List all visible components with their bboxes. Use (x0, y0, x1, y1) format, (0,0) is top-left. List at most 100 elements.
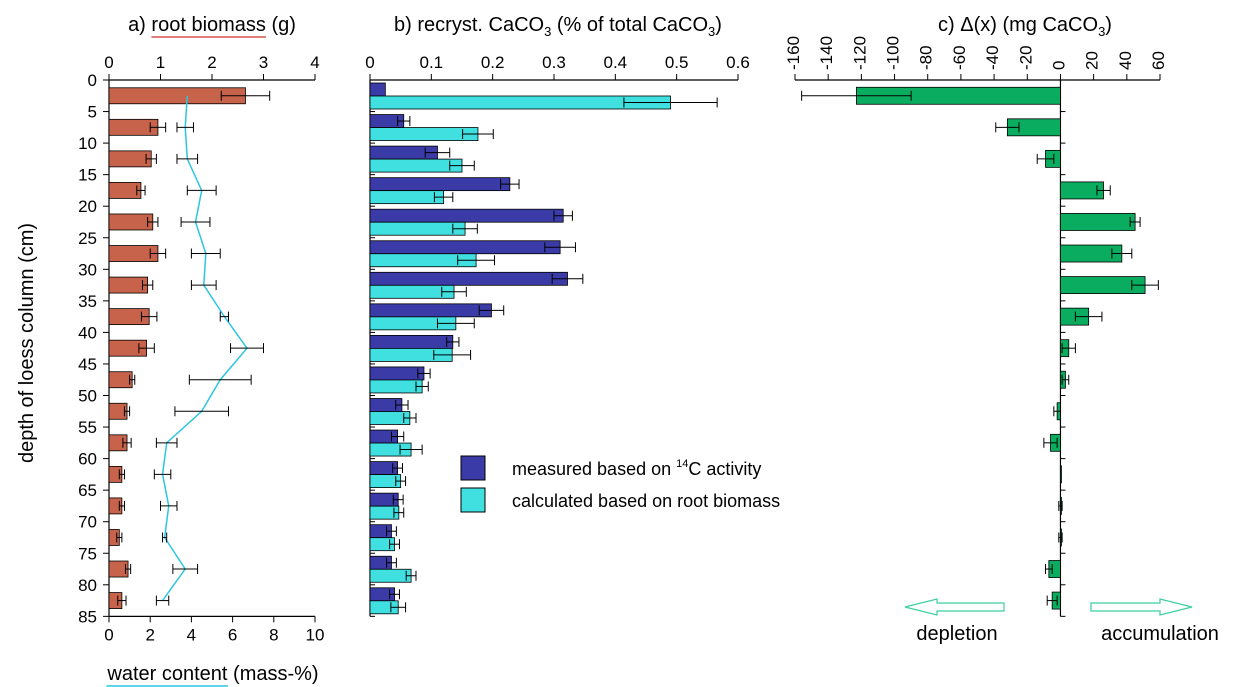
measured-bar (369, 271, 568, 286)
root-biomass-bar (108, 276, 149, 294)
depth-tick-label: 15 (78, 166, 97, 185)
accumulation-arrow-icon (1090, 598, 1193, 616)
panel-a-root-biomass: a) root biomass (g) water content (mass-… (16, 14, 319, 687)
measured-bar (369, 366, 425, 381)
legend-label-measured: measured based on 14C activity (512, 458, 761, 479)
panel-a-bottom-tick-label: 4 (187, 625, 196, 644)
panel-a-top-tick-label: 4 (310, 53, 319, 72)
depth-tick-label: 25 (78, 229, 97, 248)
panel-c-top-tick-label: 60 (1149, 51, 1168, 70)
depth-tick-label: 30 (78, 260, 97, 279)
panel-c-top-tick-label: -100 (884, 36, 903, 70)
legend-label-calculated: calculated based on root biomass (512, 491, 780, 511)
panel-b-top-tick-label: 0.2 (481, 53, 505, 72)
depth-tick-label: 70 (78, 513, 97, 532)
depth-tick-label: 75 (78, 544, 97, 563)
depth-tick-label: 55 (78, 418, 97, 437)
panel-a-title-prefix: a) (128, 14, 146, 36)
measured-bar (369, 334, 454, 349)
panel-b-title-part2: (% of total CaCO (551, 14, 708, 36)
panel-a-top-tick-label: 1 (156, 53, 165, 72)
root-biomass-bar (108, 371, 133, 389)
depth-tick-label: 40 (78, 323, 97, 342)
measured-bar (369, 177, 511, 192)
panel-c-title-part1: c) Δ(x) (mg CaCO (938, 14, 1098, 36)
panel-c-top-tick-label: -140 (817, 36, 836, 70)
panel-a-xlabel-unit: (mass-%) (233, 663, 319, 685)
measured-bar (369, 82, 386, 97)
panel-b-title-end: ) (715, 14, 722, 36)
panel-b-title-sub2: 3 (708, 24, 715, 39)
accumulation-label: accumulation (1101, 623, 1219, 645)
legend-swatch-measured (460, 455, 486, 481)
panel-c-top-tick-label: 20 (1083, 51, 1102, 70)
panel-a-top-tick-label: 2 (207, 53, 216, 72)
depth-tick-label: 60 (78, 450, 97, 469)
calculated-bar (369, 127, 479, 141)
panel-b-recryst-caco3: b) recryst. CaCO3 (% of total CaCO3) mea… (394, 14, 780, 513)
calculated-bar (369, 568, 412, 583)
panel-c-top-tick-label: -80 (917, 45, 936, 70)
panel-b-title: b) recryst. CaCO3 (% of total CaCO3) (394, 14, 722, 39)
panel-b-top-tick-label: 0 (365, 53, 374, 72)
panel-c-top-tick-label: -120 (850, 36, 869, 70)
panel-c-title: c) Δ(x) (mg CaCO3) (938, 14, 1112, 39)
panel-a-bottom-tick-label: 6 (228, 625, 237, 644)
panel-a-title-unit: (g) (271, 14, 295, 36)
calculated-bar (369, 221, 466, 236)
legend-measured-pre: measured based on (512, 459, 676, 479)
panel-c-top-tick-label: -160 (784, 36, 803, 70)
depth-tick-label: 35 (78, 292, 97, 311)
panel-b-top-tick-label: 0.3 (542, 53, 566, 72)
panel-a-bottom-axis-label: water content (mass-%) (106, 663, 318, 685)
panel-a-bottom-tick-label: 0 (104, 625, 113, 644)
depletion-arrow: depletion (904, 598, 1005, 645)
accumulation-arrow: accumulation (1090, 598, 1219, 645)
panel-c-title-sub: 3 (1098, 24, 1105, 39)
calculated-bar (369, 190, 444, 205)
legend-swatch-calculated (460, 487, 486, 513)
legend: measured based on 14C activity calculate… (460, 455, 780, 513)
depletion-arrow-icon (904, 598, 1005, 616)
panel-b-top-tick-label: 0.6 (726, 53, 750, 72)
delta-bar (1060, 213, 1136, 231)
calculated-bar (369, 379, 423, 394)
panel-b-top-tick-label: 0.4 (604, 53, 628, 72)
depth-tick-label: 50 (78, 387, 97, 406)
panel-a-xlabel-main: water content (106, 663, 228, 685)
y-axis-label: depth of loess column (cm) (16, 223, 38, 463)
panel-c-top-tick-label: 40 (1116, 51, 1135, 70)
panel-c-top-tick-label: -20 (1016, 45, 1035, 70)
delta-bar (1060, 465, 1062, 484)
panel-c-top-tick-label: -60 (950, 45, 969, 70)
calculated-bar (369, 158, 463, 173)
panel-a-title: a) root biomass (g) (128, 14, 296, 36)
depth-tick-label: 10 (78, 134, 97, 153)
measured-bar (369, 240, 561, 255)
measured-bar (369, 208, 564, 223)
depth-tick-label: 65 (78, 481, 97, 500)
depth-tick-label: 85 (78, 607, 97, 626)
depth-tick-label: 20 (78, 197, 97, 216)
panel-a-bottom-tick-label: 10 (306, 625, 325, 644)
panel-c-top-tick-label: -40 (983, 45, 1002, 70)
panel-a-title-main: root biomass (151, 14, 266, 36)
panel-b-top-tick-label: 0.5 (665, 53, 689, 72)
panel-a-bottom-tick-label: 8 (269, 625, 278, 644)
depth-tick-label: 5 (88, 103, 97, 122)
measured-bar (369, 303, 492, 318)
depth-tick-label: 80 (78, 576, 97, 595)
panel-c-delta: c) Δ(x) (mg CaCO3) depletion accumulatio… (904, 14, 1219, 645)
panel-a-bottom-tick-label: 2 (145, 625, 154, 644)
legend-measured-post: C activity (688, 459, 761, 479)
depletion-label: depletion (916, 623, 997, 645)
panel-a-top-tick-label: 0 (104, 53, 113, 72)
legend-measured-sup: 14 (676, 458, 688, 470)
panel-b-top-tick-label: 0.1 (420, 53, 444, 72)
root-biomass-bar (108, 182, 142, 199)
panel-c-title-end: ) (1105, 14, 1112, 36)
panel-c-top-tick-label: 0 (1049, 61, 1068, 70)
depth-tick-label: 0 (88, 71, 97, 90)
panel-b-title-part1: b) recryst. CaCO (394, 14, 544, 36)
